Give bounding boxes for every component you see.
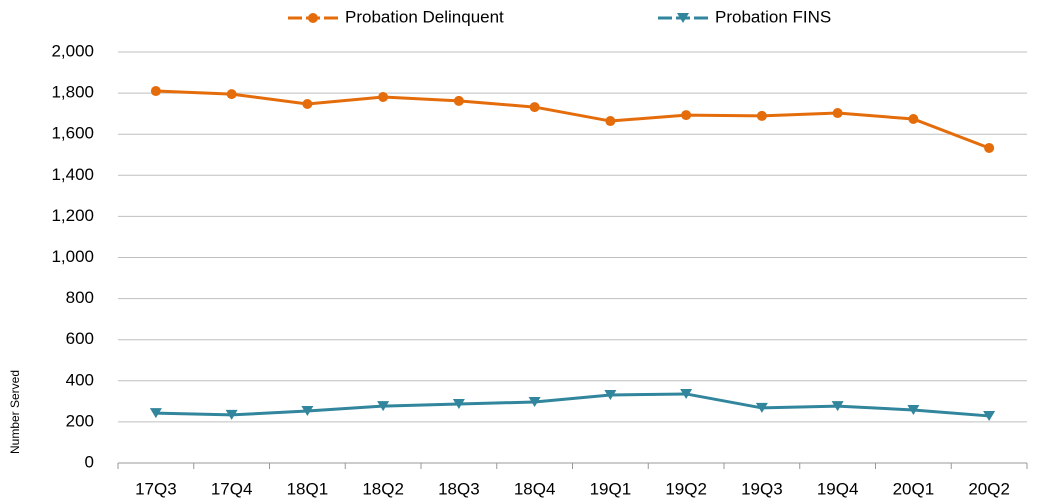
y-axis-label: Number Served — [8, 370, 22, 454]
data-point — [377, 401, 390, 412]
legend-label: Probation FINS — [715, 7, 831, 26]
x-tick-label: 19Q2 — [665, 479, 707, 498]
y-tick-label: 600 — [66, 329, 94, 348]
data-point — [225, 409, 238, 420]
y-tick-label: 400 — [66, 370, 94, 389]
data-point — [604, 389, 617, 400]
y-tick-label: 200 — [66, 411, 94, 430]
series-line — [155, 89, 990, 150]
x-tick-label: 18Q2 — [362, 479, 404, 498]
y-tick-label: 1,400 — [51, 165, 94, 184]
data-point — [680, 388, 693, 399]
data-point — [605, 116, 616, 127]
data-point — [756, 110, 767, 121]
data-point — [983, 410, 996, 421]
data-point — [984, 142, 995, 153]
x-tick-label: 19Q4 — [817, 479, 859, 498]
data-point — [831, 401, 844, 412]
y-tick-label: 1,000 — [51, 247, 94, 266]
x-tick-label: 19Q3 — [741, 479, 783, 498]
y-tick-label: 1,800 — [51, 83, 94, 102]
data-point — [226, 89, 237, 100]
x-tick-label: 18Q3 — [438, 479, 480, 498]
x-tick-label: 20Q2 — [968, 479, 1010, 498]
data-point — [832, 108, 843, 119]
legend-label: Probation Delinquent — [345, 7, 504, 26]
y-tick-label: 1,600 — [51, 124, 94, 143]
data-point — [452, 399, 465, 410]
x-tick-label: 17Q4 — [211, 479, 253, 498]
x-tick-label: 20Q1 — [893, 479, 935, 498]
data-point — [301, 406, 314, 417]
legend-marker — [677, 13, 689, 23]
data-point — [150, 86, 161, 97]
x-tick-label: 19Q1 — [590, 479, 632, 498]
y-tick-label: 2,000 — [51, 41, 94, 60]
data-point — [453, 95, 464, 106]
data-point — [149, 408, 162, 419]
data-point — [755, 402, 768, 413]
data-point — [378, 92, 389, 103]
data-point — [528, 396, 541, 407]
x-tick-label: 17Q3 — [135, 479, 177, 498]
data-point — [529, 102, 540, 113]
data-point — [907, 404, 920, 415]
series-line — [155, 392, 990, 418]
x-tick-label: 18Q4 — [514, 479, 556, 498]
data-point — [302, 98, 313, 109]
data-point — [681, 110, 692, 121]
x-tick-label: 18Q1 — [287, 479, 329, 498]
y-tick-label: 0 — [85, 452, 94, 471]
y-tick-label: 800 — [66, 288, 94, 307]
data-point — [908, 113, 919, 124]
legend-marker — [308, 13, 318, 23]
y-tick-label: 1,200 — [51, 206, 94, 225]
